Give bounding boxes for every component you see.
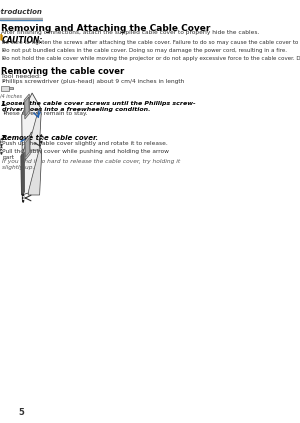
Text: These screws remain to stay.: These screws remain to stay. [2,111,88,116]
Text: Loosen the cable cover screws until the Phillips screw-
driver goes into a freew: Loosen the cable cover screws until the … [2,101,195,112]
Text: Tool needed:: Tool needed: [1,74,41,79]
Text: !: ! [0,35,3,40]
Text: 1: 1 [0,140,3,145]
Text: •: • [1,40,4,45]
Text: 1. Introduction: 1. Introduction [0,9,42,15]
Bar [13,88,14,89]
Polygon shape [28,150,42,195]
Text: CAUTION:: CAUTION: [2,36,44,45]
Text: 2: 2 [40,137,43,142]
Circle shape [1,147,2,154]
Text: 1.: 1. [1,101,8,107]
Text: Do not put bundled cables in the cable cover. Doing so may damage the power cord: Do not put bundled cables in the cable c… [2,48,286,53]
Text: 2.: 2. [1,135,8,141]
Text: Removing the cable cover: Removing the cable cover [1,67,124,76]
Polygon shape [21,132,42,195]
Text: After finishing connections, attach the supplied cable cover to properly hide th: After finishing connections, attach the … [1,30,259,35]
Text: •: • [2,111,5,116]
Text: •: • [1,56,4,61]
Text: 9 cm/4 inches: 9 cm/4 inches [0,93,22,98]
Polygon shape [25,97,29,116]
Text: •: • [1,79,4,84]
Text: Do not hold the cable cover while moving the projector or do not apply excessive: Do not hold the cable cover while moving… [2,56,300,61]
Text: 1: 1 [22,195,25,201]
Text: Removing and Attaching the Cable Cover: Removing and Attaching the Cable Cover [1,24,210,33]
Text: Pull the cable cover while pushing and holding the arrow
part: Pull the cable cover while pushing and h… [2,149,169,160]
Text: Push up the cable cover slightly and rotate it to release.: Push up the cable cover slightly and rot… [2,141,168,146]
Bar [0,19,43,20]
Text: Remove the cable cover.: Remove the cable cover. [2,135,98,141]
Text: 5: 5 [18,408,24,417]
Polygon shape [25,135,30,160]
Circle shape [1,139,2,146]
Bar [8,87,13,89]
Text: •: • [1,48,4,53]
Text: If you find it to hard to release the cable cover, try holding it
slightly up.: If you find it to hard to release the ca… [2,159,180,170]
Circle shape [22,194,24,202]
Text: Be sure to tighten the screws after attaching the cable cover. Failure to do so : Be sure to tighten the screws after atta… [2,40,300,45]
Bar [1,85,8,91]
Polygon shape [28,109,41,150]
Text: 2: 2 [0,148,3,153]
Circle shape [41,135,42,143]
Text: Phillips screwdriver (plus-head) about 9 cm/4 inches in length: Phillips screwdriver (plus-head) about 9… [2,79,184,84]
Polygon shape [25,138,29,157]
Bar [0,18,43,19]
Polygon shape [24,94,30,119]
Polygon shape [21,152,25,195]
Polygon shape [22,93,41,150]
